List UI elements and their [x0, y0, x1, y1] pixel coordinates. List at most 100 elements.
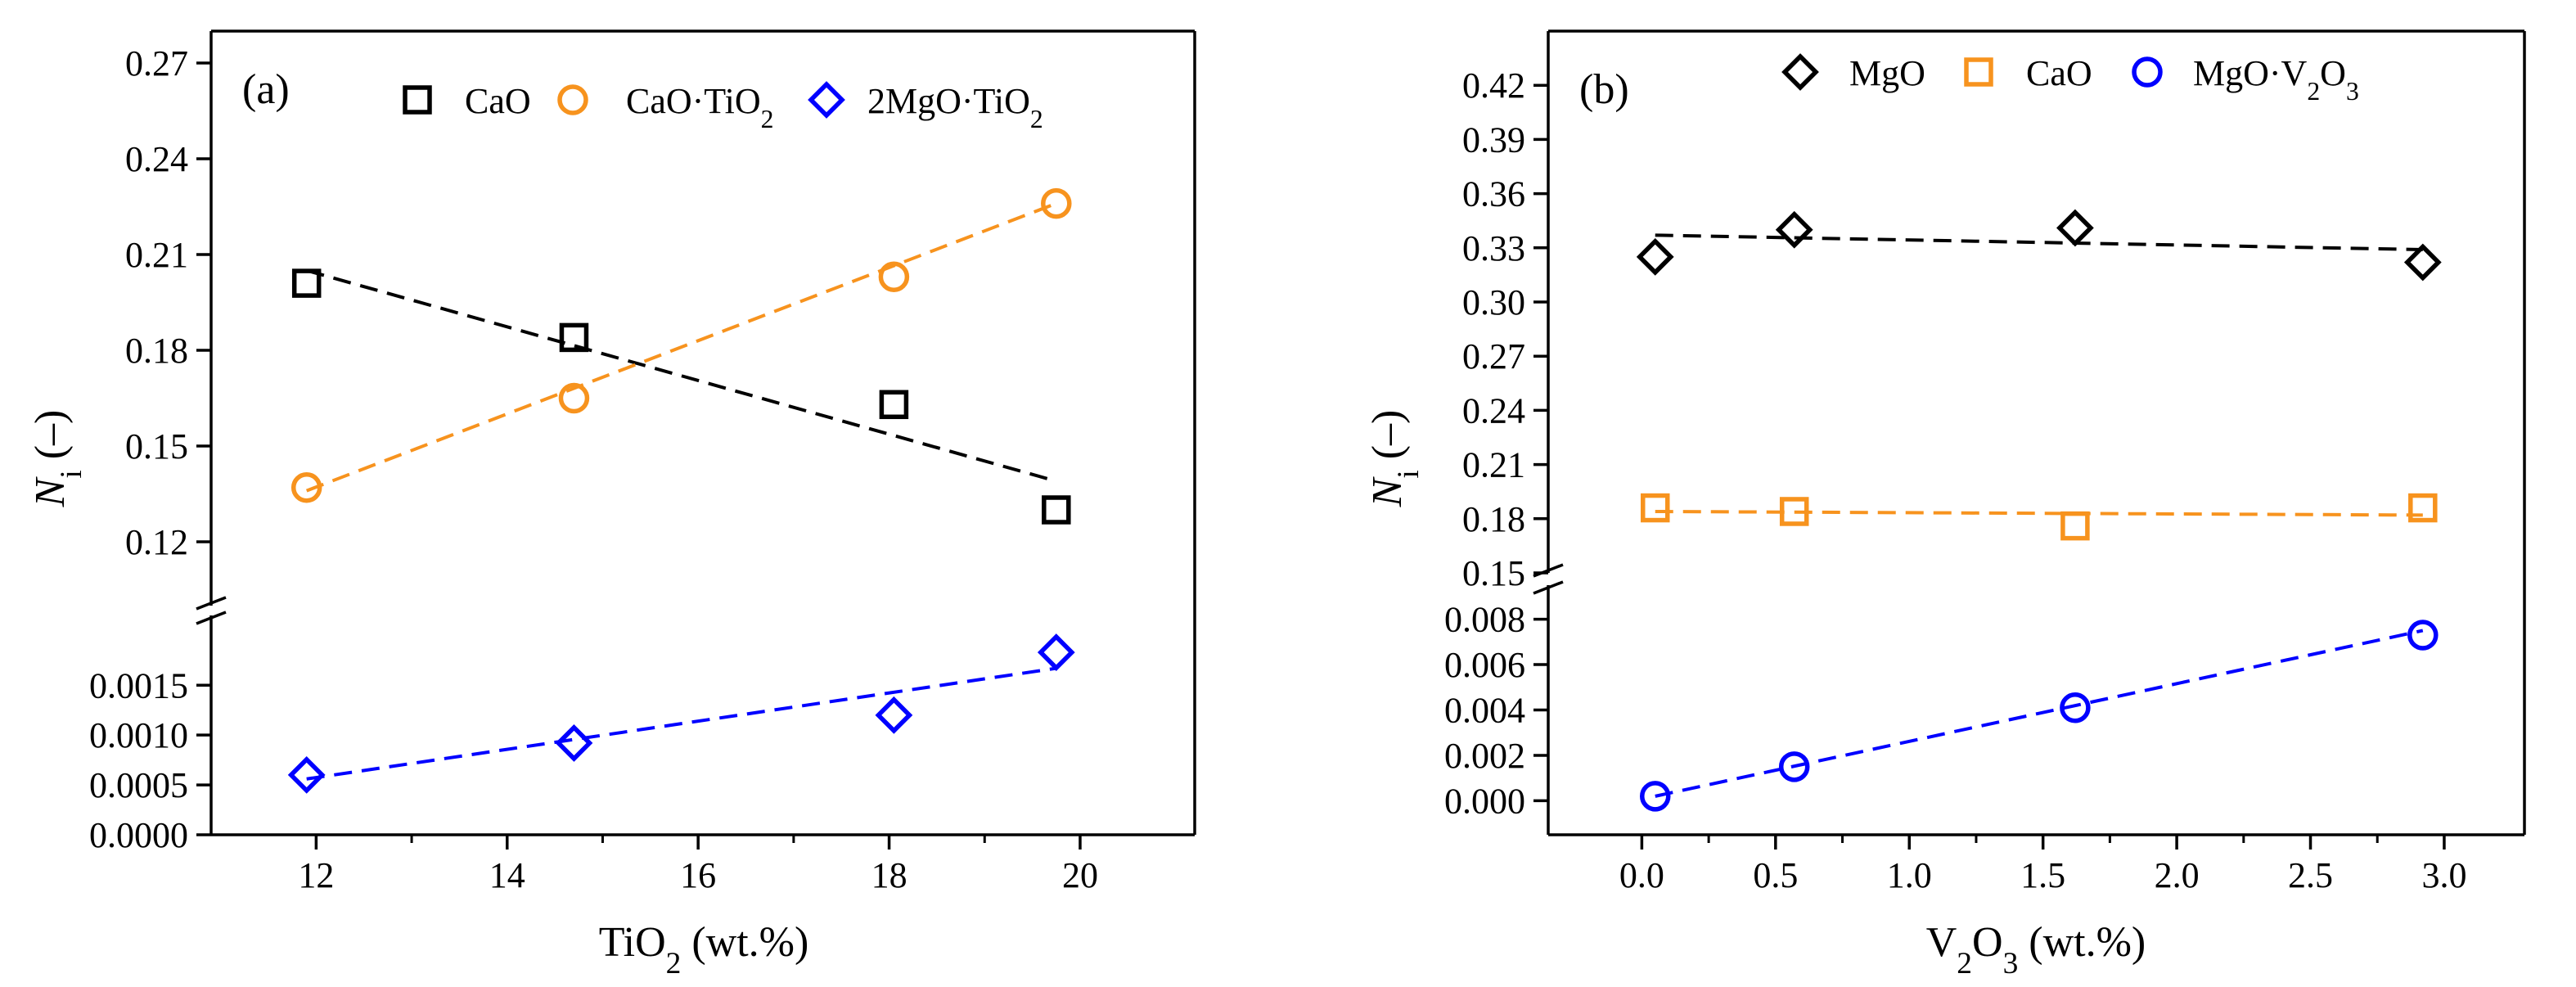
series-cao — [1640, 493, 2438, 541]
data-point — [1041, 187, 1072, 219]
data-point — [878, 261, 910, 293]
legend-entry: MgO·V2O3 — [2132, 53, 2359, 106]
series-cao-tio2 — [290, 187, 1072, 503]
panel-label: (b) — [1579, 66, 1629, 113]
plot-frame — [1533, 29, 2526, 836]
y-tick-label: 0.0000 — [89, 815, 188, 855]
data-point — [558, 382, 590, 414]
data-point — [1775, 210, 1813, 249]
data-point — [1639, 781, 1671, 812]
y-tick-label: 0.24 — [1462, 390, 1525, 430]
data-point — [2056, 209, 2094, 247]
data-point — [1037, 633, 1075, 671]
fit-line — [1655, 233, 2423, 252]
y-tick-label: 0.0010 — [89, 715, 188, 755]
legend-label: MgO·V2O3 — [2193, 53, 2359, 106]
y-tick-label: 0.0015 — [89, 665, 188, 705]
legend-marker — [2132, 56, 2163, 88]
fit-line — [306, 268, 1057, 483]
x-tick-label: 0.0 — [1619, 855, 1664, 895]
chart-panel-b: 0.0 0.5 1.0 1.5 2.0 2.5 3.0 0.15 0.18 0.21 0.24 0.2… — [1364, 29, 2526, 980]
axis-break-mark — [1533, 580, 1564, 595]
y-tick-label: 0.39 — [1462, 119, 1525, 160]
x-tick-label: 3.0 — [2421, 855, 2466, 895]
x-tick-label: 12 — [298, 855, 334, 895]
y-tick-label: 0.18 — [125, 331, 188, 371]
data-point — [1778, 751, 1810, 782]
x-tick-label: 1.0 — [1887, 855, 1932, 895]
y-tick-label: 0.008 — [1444, 600, 1525, 640]
y-axis-label: Ni (–) — [1364, 410, 1425, 508]
data-point — [879, 390, 909, 420]
x-tick-label: 20 — [1062, 855, 1098, 895]
data-point — [559, 322, 589, 353]
y-tick-label: 0.21 — [125, 235, 188, 275]
y-tick-label: 0.30 — [1462, 282, 1525, 322]
chart-panel-a: 12 14 16 18 20 0.12 0.15 0.18 0.21 0.24 0.27 0.0000… — [27, 29, 1196, 980]
y-tick-label: 0.33 — [1462, 228, 1525, 268]
data-point — [287, 756, 326, 794]
x-axis-label: TiO2 (wt.%) — [599, 919, 809, 980]
axis-break-mark — [196, 596, 227, 611]
y-tick-label: 0.27 — [125, 43, 188, 83]
data-point — [1636, 237, 1674, 276]
data-point — [555, 724, 593, 762]
legend-marker — [557, 84, 588, 115]
y-tick-label: 0.15 — [1462, 553, 1525, 593]
legend-label: MgO — [1849, 53, 1925, 93]
plot-frame — [196, 29, 1196, 836]
fit-line — [305, 201, 1057, 493]
data-point — [1042, 495, 1071, 525]
legend-marker — [1781, 53, 1819, 91]
x-tick-label: 0.5 — [1753, 855, 1798, 895]
data-point — [2407, 620, 2439, 651]
legend-entry: MgO — [1781, 53, 1925, 93]
x-tick-label: 1.5 — [2020, 855, 2065, 895]
legend-label: CaO·TiO2 — [626, 81, 773, 133]
x-tick-label: 14 — [489, 855, 525, 895]
legend-entry: CaO — [403, 81, 531, 121]
legend-marker — [1964, 57, 1993, 87]
legend-label: CaO — [2026, 53, 2092, 93]
x-tick-label: 2.0 — [2155, 855, 2200, 895]
series-cao — [291, 268, 1071, 525]
y-tick-label: 0.24 — [125, 139, 188, 179]
data-point — [291, 268, 322, 298]
axis-break-mark — [196, 611, 227, 625]
y-tick-label: 0.42 — [1462, 65, 1525, 106]
data-point — [2403, 243, 2442, 282]
data-point — [875, 696, 913, 734]
series-mgo-v2o3 — [1639, 620, 2439, 812]
y-axis-label: Ni (–) — [27, 410, 88, 508]
y-tick-label: 0.006 — [1444, 645, 1525, 685]
series-mgo — [1636, 209, 2442, 282]
series-2mgo-tio2 — [287, 633, 1075, 794]
legend-marker — [808, 81, 845, 119]
y-tick-label: 0.18 — [1462, 499, 1525, 539]
legend-marker — [403, 85, 432, 115]
y-tick-label: 0.12 — [125, 522, 188, 562]
legend-entry: CaO — [1964, 53, 2092, 93]
legend-entry: CaO·TiO2 — [557, 81, 773, 133]
legend-label: CaO — [465, 81, 531, 121]
y-tick-label: 0.0005 — [89, 765, 188, 805]
fit-line — [1655, 629, 2424, 798]
fit-line — [306, 666, 1057, 781]
y-tick-label: 0.002 — [1444, 736, 1525, 776]
fit-line — [1655, 509, 2423, 517]
x-axis-label: V2O3 (wt.%) — [1926, 919, 2146, 980]
y-tick-label: 0.21 — [1462, 445, 1525, 485]
x-tick-label: 16 — [680, 855, 716, 895]
data-point — [290, 471, 322, 503]
data-point — [1779, 497, 1809, 526]
y-tick-label: 0.004 — [1444, 691, 1525, 731]
data-point — [2408, 493, 2438, 523]
panel-label: (a) — [242, 66, 290, 113]
x-tick-label: 2.5 — [2288, 855, 2333, 895]
x-tick-label: 18 — [871, 855, 907, 895]
y-tick-label: 0.000 — [1444, 781, 1525, 821]
data-point — [1640, 493, 1670, 523]
legend-entry: 2MgO·TiO2 — [808, 81, 1043, 133]
data-point — [2060, 692, 2091, 723]
